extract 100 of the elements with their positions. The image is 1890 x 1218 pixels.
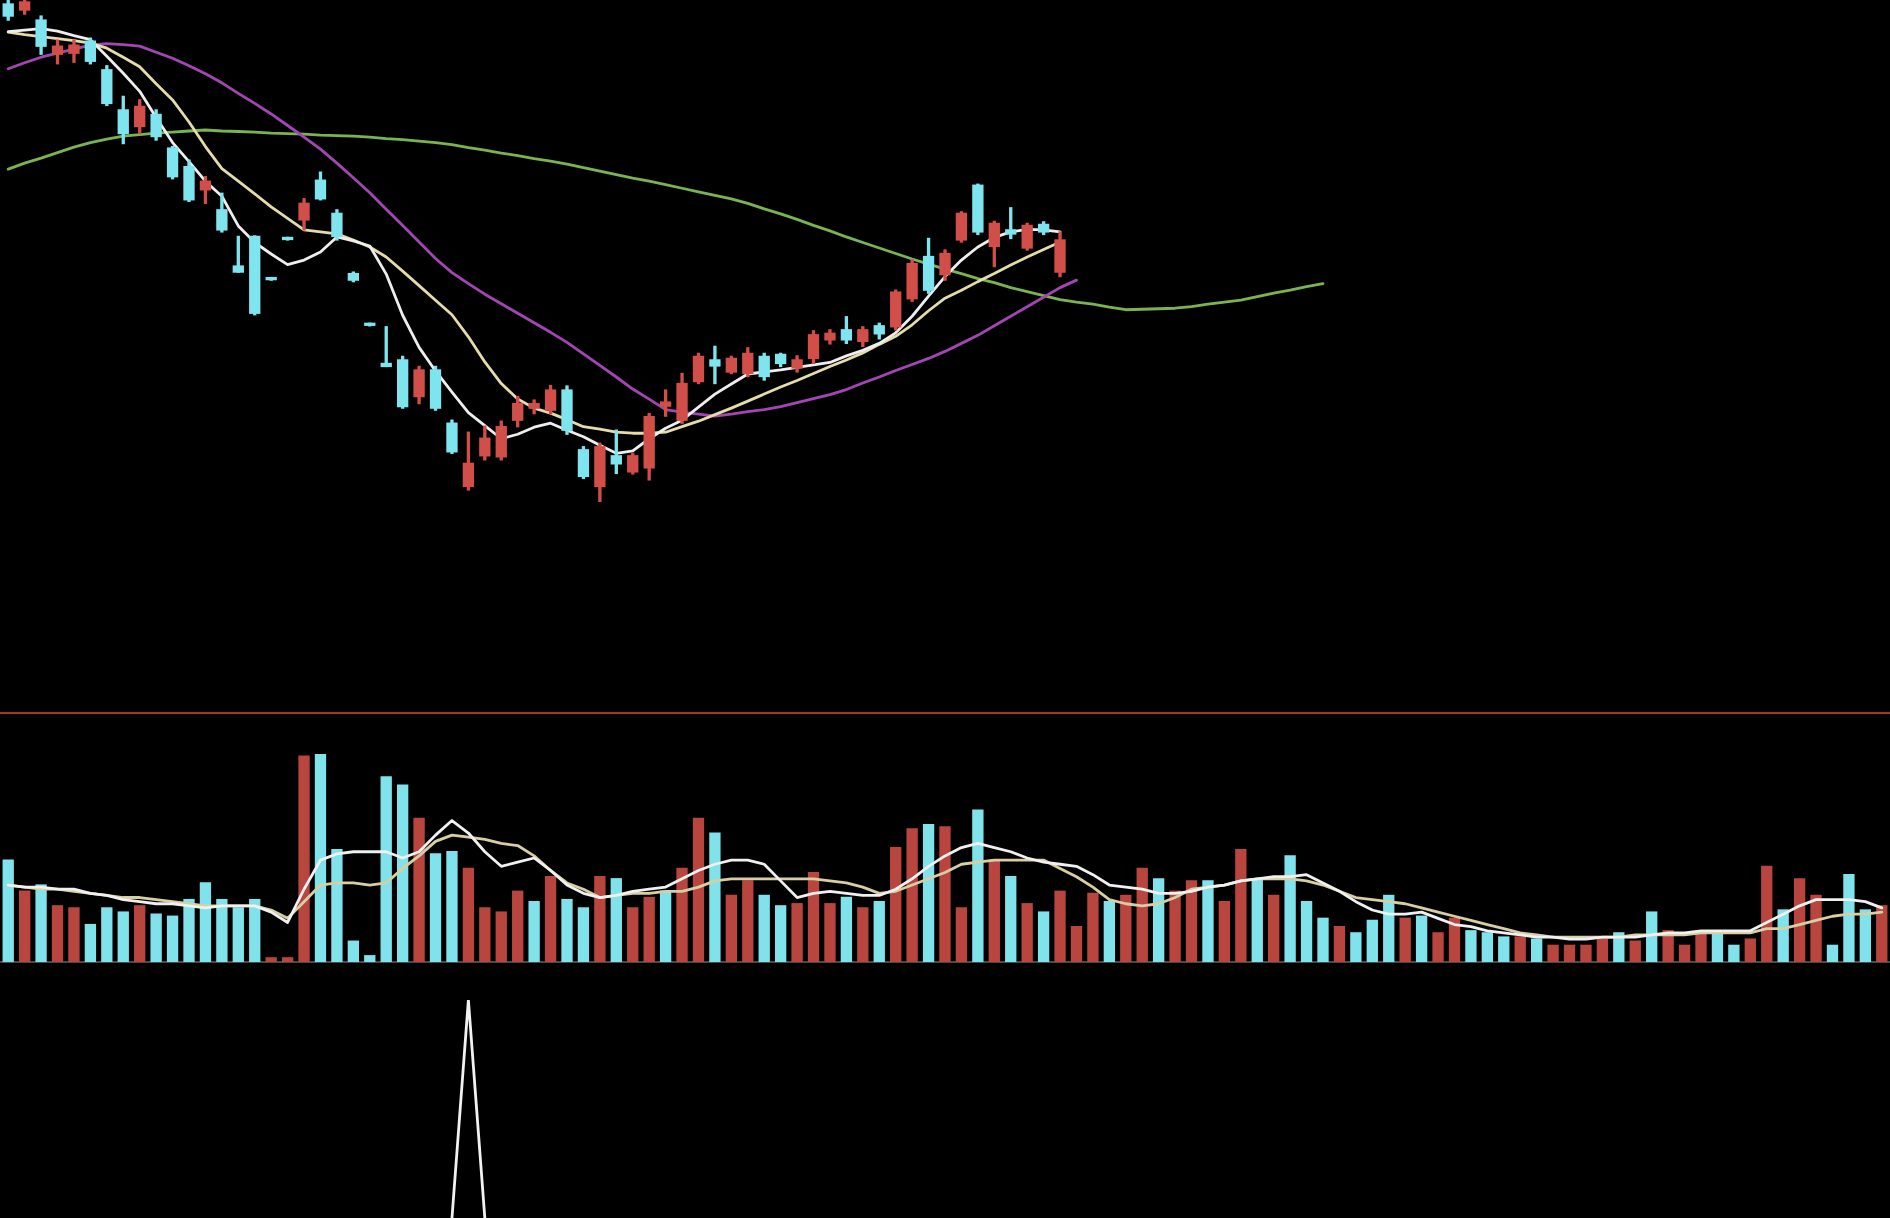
bar xyxy=(51,905,64,962)
bar xyxy=(1103,901,1116,962)
bar xyxy=(857,907,869,962)
bar xyxy=(1333,925,1346,962)
bar xyxy=(1547,944,1559,962)
bar xyxy=(166,915,179,962)
bar xyxy=(1136,867,1148,962)
bar xyxy=(512,890,524,962)
bar xyxy=(1728,944,1740,962)
bar xyxy=(1169,890,1181,962)
bar xyxy=(890,846,902,962)
bar xyxy=(68,907,80,962)
bar xyxy=(1399,917,1411,962)
bar xyxy=(429,853,442,962)
bar xyxy=(249,898,261,962)
bar xyxy=(298,755,310,962)
bar xyxy=(1284,855,1296,962)
bar xyxy=(446,851,458,962)
bar xyxy=(462,867,475,962)
bar xyxy=(101,907,113,962)
bar xyxy=(1843,873,1855,962)
bar xyxy=(1859,909,1872,962)
bar xyxy=(347,940,360,962)
bar xyxy=(1465,930,1477,962)
bar xyxy=(922,824,935,962)
bar xyxy=(1810,894,1822,962)
bar xyxy=(1826,944,1839,962)
bar xyxy=(84,923,97,962)
bar xyxy=(1185,880,1198,962)
bar xyxy=(1251,878,1263,962)
bar xyxy=(1070,925,1083,962)
bar xyxy=(1498,936,1510,962)
bar xyxy=(1350,932,1362,962)
bar xyxy=(1432,932,1444,962)
bar xyxy=(1514,936,1526,962)
bar xyxy=(1317,917,1329,962)
bar xyxy=(1481,932,1494,962)
bar xyxy=(314,754,327,962)
bar xyxy=(1152,878,1165,962)
bar xyxy=(1120,894,1132,962)
bar xyxy=(939,826,951,962)
bar xyxy=(824,903,836,962)
bar xyxy=(873,901,885,962)
bar xyxy=(972,809,984,962)
bar xyxy=(725,894,738,962)
bar xyxy=(774,905,787,962)
bar xyxy=(1761,865,1773,962)
bar xyxy=(2,859,14,962)
bar xyxy=(1202,880,1214,962)
bar xyxy=(1087,892,1099,962)
bar xyxy=(1366,919,1378,962)
bar xyxy=(577,907,590,962)
bar xyxy=(594,876,606,962)
bar xyxy=(380,776,392,962)
bar xyxy=(150,913,162,962)
bar xyxy=(659,890,672,962)
bar xyxy=(183,898,195,962)
bar xyxy=(807,871,820,962)
bar xyxy=(742,880,754,962)
bar xyxy=(544,876,557,962)
bar xyxy=(988,859,1000,962)
bar xyxy=(1037,911,1050,962)
bar xyxy=(331,849,343,962)
bar xyxy=(676,867,688,962)
bar xyxy=(840,896,853,962)
bar xyxy=(1021,903,1033,962)
bar xyxy=(18,890,31,962)
bar xyxy=(1793,878,1806,962)
bar xyxy=(528,901,540,962)
bar xyxy=(561,898,573,962)
bar xyxy=(495,911,507,962)
bar xyxy=(1596,938,1609,962)
bar xyxy=(1646,911,1658,962)
bar xyxy=(1876,905,1888,962)
bar xyxy=(1530,938,1543,962)
bar xyxy=(643,896,655,962)
bar xyxy=(1563,944,1576,962)
bar xyxy=(413,817,425,962)
bar xyxy=(396,784,409,962)
bar xyxy=(709,832,721,962)
candlestick xyxy=(709,345,721,385)
bar xyxy=(1744,938,1756,962)
bar xyxy=(1613,932,1625,962)
bar xyxy=(232,907,244,962)
bar xyxy=(1218,901,1231,962)
bar xyxy=(610,878,622,962)
bar xyxy=(791,903,803,962)
bar xyxy=(692,817,705,962)
bar xyxy=(955,907,968,962)
bar xyxy=(1268,894,1280,962)
bar xyxy=(35,884,47,962)
bar xyxy=(1005,876,1017,962)
bar xyxy=(1629,940,1641,962)
bar xyxy=(906,828,918,962)
bar xyxy=(134,905,146,962)
bar xyxy=(117,911,129,962)
bar xyxy=(1448,917,1461,962)
bar xyxy=(1678,944,1691,962)
bar xyxy=(1054,890,1066,962)
bar xyxy=(758,894,770,962)
